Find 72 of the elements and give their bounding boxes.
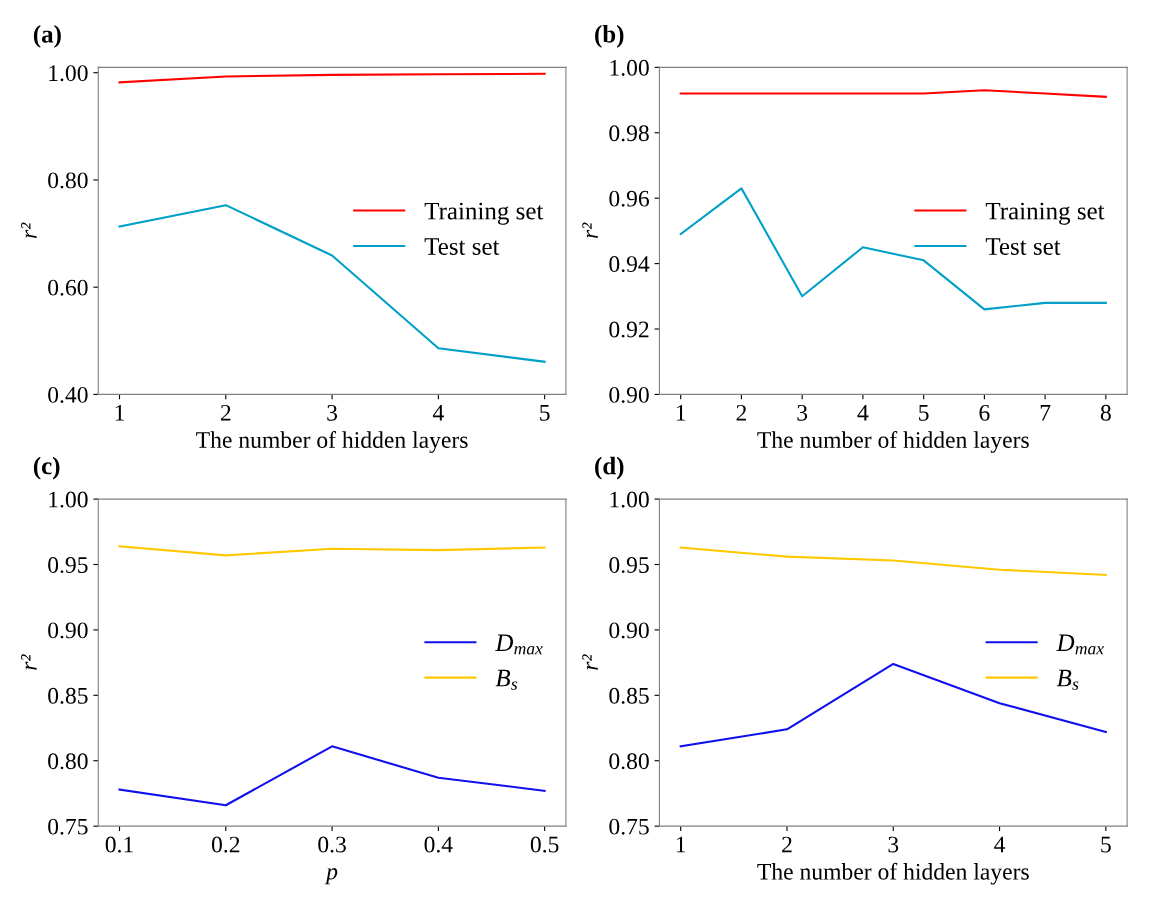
y-tick-label: 0.85 — [609, 687, 649, 704]
x-tick-label: 2 — [782, 836, 792, 853]
y-axis-title: r² — [582, 654, 598, 670]
chart-title: (c) — [33, 456, 60, 480]
y-tick-label: 0.80 — [48, 172, 88, 189]
x-tick-label: 6 — [979, 404, 990, 421]
y-tick-label: 0.80 — [48, 753, 88, 770]
x-axis-title: The number of hidden layers — [196, 431, 468, 453]
y-tick-label: 0.85 — [48, 687, 88, 704]
x-tick-label: 4 — [994, 836, 1006, 853]
x-tick-label: 1 — [115, 404, 124, 421]
x-axis-title: The number of hidden layers — [757, 431, 1029, 453]
legend-label: D$_{max}$ — [1056, 634, 1104, 655]
y-tick-label: 0.92 — [609, 321, 649, 338]
line-series — [118, 72, 546, 84]
y-tick-label: 0.75 — [609, 818, 649, 835]
x-tick-label: 0.3 — [318, 836, 346, 853]
legend-label: B$_{s}$ — [495, 669, 518, 690]
line-series — [679, 546, 1107, 577]
y-tick-label: 0.75 — [48, 818, 88, 835]
line-series — [679, 662, 1107, 748]
x-tick-label: 0.1 — [105, 836, 133, 853]
x-axis-title: The number of hidden layers — [757, 862, 1029, 885]
x-tick-label: 3 — [327, 404, 338, 421]
line-series — [118, 545, 546, 557]
legend-label: Test set — [985, 238, 1061, 255]
legend-label: Test set — [424, 238, 500, 255]
legend-label: D$_{max}$ — [495, 634, 543, 655]
y-tick-label: 0.98 — [609, 125, 649, 142]
y-tick-label: 1.00 — [49, 65, 88, 82]
y-tick-label: 0.95 — [48, 556, 88, 574]
y-tick-label: 0.90 — [609, 622, 649, 639]
x-tick-label: 0.2 — [211, 836, 240, 853]
x-tick-label: 5 — [1101, 836, 1111, 853]
y-tick-label: 1.00 — [49, 491, 88, 508]
y-tick-label: 0.95 — [609, 556, 649, 574]
legend-label: Training set — [424, 202, 544, 225]
y-tick-label: 1.00 — [610, 491, 649, 508]
x-tick-label: 3 — [797, 404, 808, 421]
legend-label: Training set — [985, 202, 1105, 225]
y-axis-title: r² — [21, 222, 37, 239]
x-tick-label: 1 — [676, 836, 686, 853]
y-tick-label: 0.40 — [48, 386, 88, 403]
chart-title: (b) — [595, 25, 624, 48]
y-tick-label: 1.00 — [610, 59, 649, 76]
x-tick-label: 2 — [220, 404, 231, 421]
line-series — [679, 187, 1107, 311]
y-tick-label: 0.96 — [609, 190, 650, 207]
x-tick-label: 0.5 — [530, 836, 559, 853]
x-tick-label: 2 — [736, 404, 747, 421]
chart-title: (a) — [33, 25, 61, 48]
legend-label: B$_{s}$ — [1056, 669, 1079, 690]
x-tick-label: 3 — [888, 836, 899, 853]
chart-title: (d) — [595, 456, 624, 480]
x-tick-label: 8 — [1100, 404, 1111, 421]
y-axis-title: r² — [582, 222, 598, 239]
x-axis-title: p — [324, 868, 338, 885]
x-tick-label: 5 — [919, 405, 929, 421]
x-tick-label: 4 — [432, 404, 444, 421]
x-tick-label: 4 — [857, 404, 869, 421]
y-tick-label: 0.60 — [48, 279, 88, 296]
y-axis-title: r² — [21, 654, 37, 670]
x-tick-label: 0.4 — [424, 836, 453, 853]
y-tick-label: 0.80 — [609, 753, 649, 770]
y-tick-label: 0.90 — [609, 386, 649, 403]
x-tick-label: 7 — [1040, 405, 1051, 421]
x-tick-label: 1 — [676, 404, 686, 421]
line-series — [118, 204, 546, 363]
y-tick-label: 0.90 — [48, 622, 88, 639]
line-series — [118, 745, 546, 807]
x-tick-label: 5 — [540, 405, 550, 421]
y-tick-label: 0.94 — [609, 256, 650, 273]
